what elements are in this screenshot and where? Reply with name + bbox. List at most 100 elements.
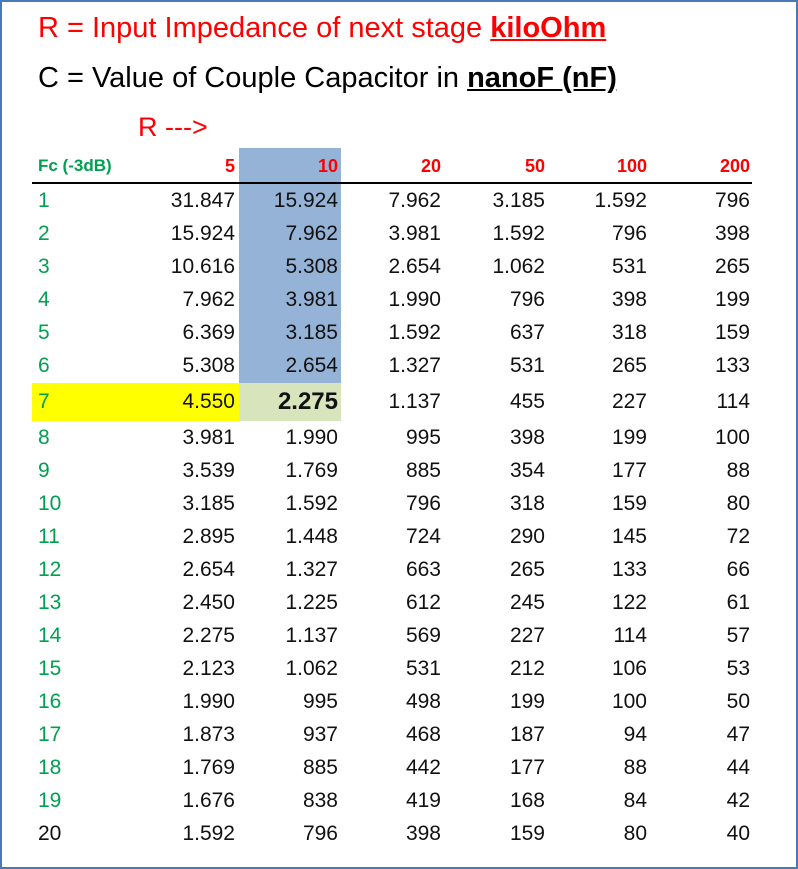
r-column-header: 10	[317, 156, 338, 176]
capacitance-cell: 159	[714, 321, 750, 344]
capacitance-cell: 47	[726, 723, 750, 746]
capacitance-cell: 84	[623, 789, 647, 812]
capacitance-cell: 398	[405, 822, 441, 845]
header-divider	[32, 182, 752, 184]
capacitance-cell: 663	[405, 558, 441, 581]
r-column-header: 100	[616, 156, 647, 176]
capacitance-cell: 796	[714, 189, 750, 212]
capacitance-cell: 133	[714, 354, 750, 377]
capacitance-cell: 995	[405, 426, 441, 449]
r-axis-arrow: R --->	[138, 112, 208, 142]
capacitance-cell: 177	[611, 459, 647, 482]
table-row: 8 3.981 1.990 995 398 199 100	[0, 421, 798, 454]
fc-cell: 8	[38, 426, 50, 449]
capacitance-cell: 1.873	[182, 723, 235, 746]
capacitance-cell: 50	[726, 690, 750, 713]
capacitance-cell: 6.369	[182, 321, 235, 344]
capacitance-cell: 1.062	[492, 255, 545, 278]
capacitance-cell: 265	[714, 255, 750, 278]
capacitance-cell: 7.962	[388, 189, 441, 212]
capacitance-cell: 2.895	[182, 525, 235, 548]
capacitor-definition: C = Value of Couple Capacitor in nanoF (…	[38, 62, 617, 95]
fc-cell: 7	[38, 390, 50, 413]
fc-cell: 15	[38, 657, 62, 680]
capacitance-cell: 106	[611, 657, 647, 680]
fc-column-header: Fc (-3dB)	[38, 156, 112, 175]
capacitance-cell: 1.592	[594, 189, 647, 212]
fc-cell: 9	[38, 459, 50, 482]
capacitance-cell: 838	[302, 789, 338, 812]
capacitance-cell: 15.924	[170, 222, 235, 245]
capacitance-cell: 637	[509, 321, 545, 344]
capacitance-cell: 57	[726, 624, 750, 647]
capacitance-cell: 199	[509, 690, 545, 713]
capacitance-cell: 1.137	[388, 390, 441, 413]
fc-cell: 11	[38, 525, 60, 548]
fc-cell: 14	[38, 624, 62, 647]
capacitance-cell: 455	[509, 390, 545, 413]
capacitance-cell: 3.981	[285, 288, 338, 311]
capacitance-cell: 1.769	[285, 459, 338, 482]
fc-cell: 6	[38, 354, 50, 377]
table-row: 12 2.654 1.327 663 265 133 66	[0, 553, 798, 586]
capacitance-cell: 318	[611, 321, 647, 344]
r-column-header: 20	[420, 156, 441, 176]
capacitance-cell: 1.990	[285, 426, 338, 449]
capacitance-cell: 53	[726, 657, 750, 680]
fc-cell: 1	[38, 189, 50, 212]
r-column-header: 200	[719, 156, 750, 176]
capacitance-cell: 94	[623, 723, 647, 746]
capacitance-cell: 2.275	[277, 388, 338, 415]
capacitance-cell: 1.990	[388, 288, 441, 311]
capacitance-cell: 1.769	[182, 756, 235, 779]
table-row: 14 2.275 1.137 569 227 114 57	[0, 619, 798, 652]
capacitance-cell: 3.185	[182, 492, 235, 515]
fc-cell: 18	[38, 756, 62, 779]
capacitance-cell: 398	[611, 288, 647, 311]
capacitance-cell: 3.981	[388, 222, 441, 245]
r-column-header: 50	[524, 156, 545, 176]
fc-cell: 10	[38, 492, 62, 515]
table-row: 3 10.616 5.308 2.654 1.062 531 265	[0, 250, 798, 283]
fc-cell: 3	[38, 255, 50, 278]
capacitance-cell: 7.962	[285, 222, 338, 245]
capacitance-cell: 398	[509, 426, 545, 449]
fc-cell: 17	[38, 723, 62, 746]
capacitance-cell: 44	[726, 756, 750, 779]
fc-cell: 16	[38, 690, 62, 713]
capacitance-cell: 88	[623, 756, 647, 779]
capacitance-cell: 199	[611, 426, 647, 449]
capacitance-cell: 159	[509, 822, 545, 845]
capacitance-cell: 531	[405, 657, 441, 680]
fc-cell: 20	[38, 822, 62, 845]
table-row: 19 1.676 838 419 168 84 42	[0, 784, 798, 817]
capacitance-cell: 1.327	[285, 558, 338, 581]
capacitance-cell: 40	[726, 822, 750, 845]
capacitance-cell: 177	[509, 756, 545, 779]
table-row: 10 3.185 1.592 796 318 159 80	[0, 487, 798, 520]
table-row: 7 4.550 2.275 1.137 455 227 114	[0, 383, 798, 421]
table-row: 13 2.450 1.225 612 245 122 61	[0, 586, 798, 619]
impedance-unit: kiloOhm	[490, 12, 607, 44]
capacitance-cell: 796	[509, 288, 545, 311]
capacitance-cell: 2.654	[182, 558, 235, 581]
capacitance-cell: 612	[405, 591, 441, 614]
table-row: 5 6.369 3.185 1.592 637 318 159	[0, 316, 798, 349]
table-row: 16 1.990 995 498 199 100 50	[0, 685, 798, 718]
capacitance-cell: 2.654	[285, 354, 338, 377]
capacitance-cell: 114	[613, 624, 647, 647]
capacitance-cell: 1.448	[285, 525, 338, 548]
capacitance-cell: 66	[726, 558, 750, 581]
table-row: 11 2.895 1.448 724 290 145 72	[0, 520, 798, 553]
capacitance-cell: 796	[611, 222, 647, 245]
capacitance-cell: 531	[611, 255, 647, 278]
r-column-header: 5	[224, 156, 235, 176]
capacitor-unit: nanoF (nF)	[467, 62, 617, 94]
capacitance-cell: 796	[302, 822, 338, 845]
capacitance-cell: 398	[714, 222, 750, 245]
capacitance-cell: 72	[726, 525, 750, 548]
capacitance-cell: 227	[509, 624, 545, 647]
capacitance-cell: 100	[714, 426, 750, 449]
table-row: 9 3.539 1.769 885 354 177 88	[0, 454, 798, 487]
table-row: 17 1.873 937 468 187 94 47	[0, 718, 798, 751]
